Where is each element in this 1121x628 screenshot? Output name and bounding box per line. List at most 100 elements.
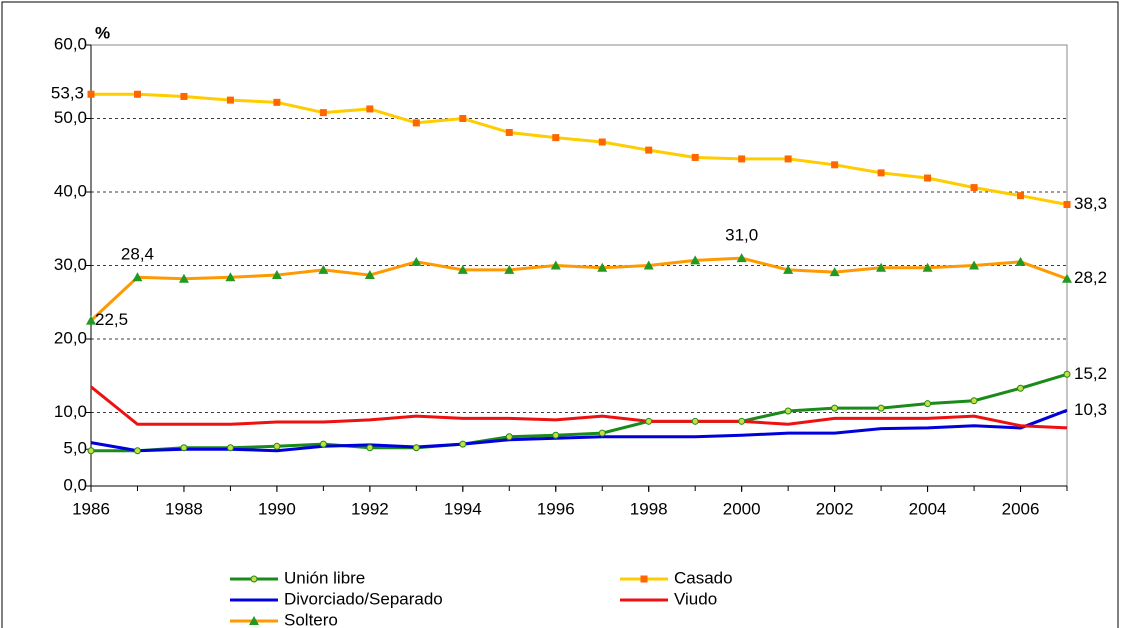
data-label: 28,2: [1074, 268, 1107, 287]
marker: [180, 92, 188, 100]
marker: [1015, 256, 1026, 266]
y-tick-label: 40,0: [54, 181, 87, 200]
legend-label: Divorciado/Separado: [284, 589, 443, 608]
data-label: 31,0: [725, 226, 758, 245]
marker: [87, 447, 95, 455]
marker: [597, 262, 608, 272]
legend-label: Viudo: [674, 589, 717, 608]
series-line: [91, 372, 1068, 453]
marker: [831, 161, 839, 169]
marker: [364, 270, 375, 280]
x-tick-label: 2000: [723, 499, 761, 518]
marker: [319, 440, 327, 448]
y-tick-label: 20,0: [54, 328, 87, 347]
marker: [691, 153, 699, 161]
marker: [87, 90, 95, 98]
marker: [829, 267, 840, 277]
legend-label: Unión libre: [284, 568, 365, 587]
x-tick-label: 1988: [165, 499, 203, 518]
marker: [831, 404, 839, 412]
y-tick-label: 0,0: [63, 475, 87, 494]
legend-label: Casado: [674, 568, 733, 587]
marker: [459, 440, 467, 448]
marker: [319, 109, 327, 117]
marker: [86, 315, 96, 325]
marker: [459, 115, 467, 122]
marker: [784, 155, 792, 163]
marker: [876, 262, 887, 272]
marker: [505, 128, 513, 136]
marker: [598, 429, 606, 437]
marker: [133, 90, 141, 98]
marker: [552, 134, 560, 142]
x-tick-label: 1990: [258, 499, 296, 518]
marker: [226, 96, 234, 104]
marker: [132, 272, 143, 282]
marker: [645, 146, 653, 154]
series-line: [91, 92, 1068, 206]
marker: [784, 407, 792, 415]
marker: [225, 272, 236, 282]
marker: [783, 264, 794, 274]
marker: [1063, 370, 1071, 378]
legend-marker: [249, 616, 259, 625]
marker: [598, 138, 606, 146]
marker: [969, 260, 980, 270]
marker: [273, 98, 281, 106]
marker: [924, 400, 932, 408]
data-label: 38,3: [1074, 194, 1107, 213]
marker: [550, 260, 561, 270]
y-axis-label: %: [95, 23, 110, 42]
data-label: 10,3: [1074, 400, 1107, 419]
marker: [271, 270, 282, 280]
marker: [273, 442, 281, 450]
marker: [366, 105, 374, 113]
marker: [877, 169, 885, 177]
marker: [504, 264, 515, 274]
x-tick-label: 2006: [1002, 499, 1040, 518]
x-tick-label: 1992: [351, 499, 389, 518]
marker: [411, 256, 422, 266]
x-tick-label: 2004: [909, 499, 947, 518]
series-line: [89, 256, 1068, 322]
x-tick-label: 1998: [630, 499, 668, 518]
marker: [366, 444, 374, 452]
marker: [412, 119, 420, 127]
marker: [552, 431, 560, 439]
data-label: 22,5: [95, 310, 128, 329]
series-line: [90, 408, 1068, 453]
marker: [457, 264, 468, 274]
marker: [1063, 200, 1071, 208]
marker: [180, 444, 188, 452]
legend-label: Soltero: [284, 610, 338, 628]
data-label: 28,4: [121, 245, 154, 264]
marker: [645, 417, 653, 425]
marker: [1062, 273, 1072, 283]
marker: [412, 444, 420, 452]
marker: [133, 447, 141, 455]
marker: [691, 417, 699, 425]
marker: [1017, 192, 1025, 200]
y-tick-label: 10,0: [54, 402, 87, 421]
y-tick-label: 30,0: [54, 255, 87, 274]
marker: [318, 264, 329, 274]
marker: [922, 262, 933, 272]
marker: [738, 417, 746, 425]
marker: [970, 397, 978, 405]
y-tick-label: 50,0: [54, 108, 87, 127]
marker: [643, 260, 654, 270]
marker: [924, 174, 932, 182]
data-label: 53,3: [51, 84, 84, 103]
marker: [877, 404, 885, 412]
series-line: [90, 385, 1068, 430]
y-tick-label: 5,0: [63, 439, 87, 458]
legend-marker: [250, 575, 258, 583]
marker: [738, 155, 746, 163]
y-tick-label: 60,0: [54, 34, 87, 53]
x-tick-label: 1994: [444, 499, 482, 518]
marker: [970, 184, 978, 192]
marker: [505, 433, 513, 441]
marker: [1017, 384, 1025, 392]
marker: [736, 253, 747, 263]
